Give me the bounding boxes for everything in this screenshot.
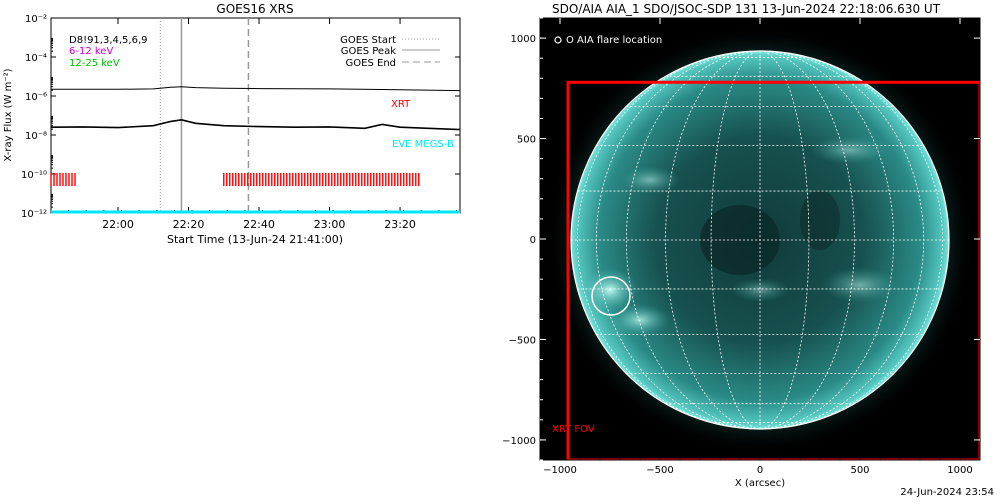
- aia-image-plot: SDO/AIA AIA_1 SDO/JSOC-SDP 131 13-Jun-20…: [502, 2, 981, 489]
- goes-event-markers: [159, 18, 250, 213]
- aia-x-tick-label: 1000: [947, 465, 972, 476]
- aia-y-tick-label: −1000: [502, 436, 536, 447]
- aia-axes: −1000 −500 0 500 1000 1000 500 0 −500 −1000: [502, 17, 981, 476]
- aia-plot-title: SDO/AIA AIA_1 SDO/JSOC-SDP 131 13-Jun-20…: [552, 2, 941, 16]
- xrt-fov-label: XRT FOV: [552, 424, 595, 435]
- legend-goes-start: GOES Start: [340, 35, 396, 46]
- aia-flare-legend: O AIA flare location: [566, 35, 662, 46]
- solar-limb: [570, 50, 950, 430]
- aia-y-tick-label: 1000: [511, 34, 536, 45]
- aia-y-tick-label: 500: [517, 135, 536, 146]
- aia-y-tick-label: −500: [509, 335, 536, 346]
- longitude-line: [665, 51, 761, 429]
- timestamp: 24-Jun-2024 23:54: [900, 487, 994, 498]
- y-tick-label: 10⁻²: [25, 14, 47, 25]
- longitude-line: [759, 51, 855, 429]
- eve-megs-b-annotation: EVE MEGS-B: [392, 139, 454, 150]
- longitude-line: [759, 51, 810, 429]
- flare-location-marker: [591, 276, 631, 316]
- aia-x-tick-label: 500: [850, 465, 869, 476]
- longitude-line: [759, 51, 925, 429]
- legend-12-25-kev: 12-25 keV: [69, 58, 120, 69]
- x-tick-label: 22:20: [173, 218, 205, 231]
- aia-y-tick-label: 0: [530, 235, 536, 246]
- legend-6-12-kev: 6-12 keV: [69, 46, 113, 57]
- x-tick-label: 22:00: [102, 218, 134, 231]
- x-tick-label: 23:20: [384, 218, 416, 231]
- x-tick-label: 23:00: [314, 218, 346, 231]
- legend-goes-peak: GOES Peak: [341, 46, 396, 57]
- legend-detectors: D8!91,3,4,5,6,9: [69, 35, 148, 46]
- y-tick-label: 10⁻¹⁰: [21, 170, 47, 181]
- flare-legend-symbol: [554, 36, 562, 44]
- goes-xrs-plot: GOES16 XRS 10⁻¹² 10⁻¹⁰ 10⁻⁸ 10⁻⁶ 10⁻⁴ 10⁻² 22…: [3, 2, 461, 246]
- goes-y-axis-label: X-ray Flux (W m⁻²): [3, 68, 14, 161]
- longitude-line: [710, 51, 761, 429]
- goes-y-axis: 10⁻¹² 10⁻¹⁰ 10⁻⁸ 10⁻⁶ 10⁻⁴ 10⁻²: [21, 14, 460, 220]
- y-tick-label: 10⁻⁸: [25, 131, 47, 142]
- y-tick-label: 10⁻¹²: [21, 209, 47, 220]
- goes-series-line: [50, 118, 461, 131]
- goes-series-line: [51, 86, 461, 92]
- longitude-line: [595, 51, 761, 429]
- x-tick-label: 22:40: [243, 218, 275, 231]
- longitude-line: [577, 51, 761, 429]
- y-tick-label: 10⁻⁶: [25, 92, 47, 103]
- aia-x-axis-label: X (arcsec): [735, 478, 785, 489]
- goes-series-group: [50, 86, 461, 131]
- aia-x-tick-label: 0: [757, 465, 763, 476]
- goes-plot-title: GOES16 XRS: [216, 2, 293, 16]
- xrt-annotation: XRT: [391, 99, 411, 110]
- aia-x-tick-label: −1000: [543, 465, 577, 476]
- y-tick-label: 10⁻⁴: [25, 53, 47, 64]
- aia-x-tick-label: −500: [646, 465, 673, 476]
- longitude-line: [759, 51, 943, 429]
- heliographic-grid: [571, 51, 949, 429]
- coverage-bars: [50, 173, 460, 214]
- legend-goes-end: GOES End: [346, 58, 396, 69]
- goes-x-axis-label: Start Time (13-Jun-24 21:41:00): [167, 233, 343, 246]
